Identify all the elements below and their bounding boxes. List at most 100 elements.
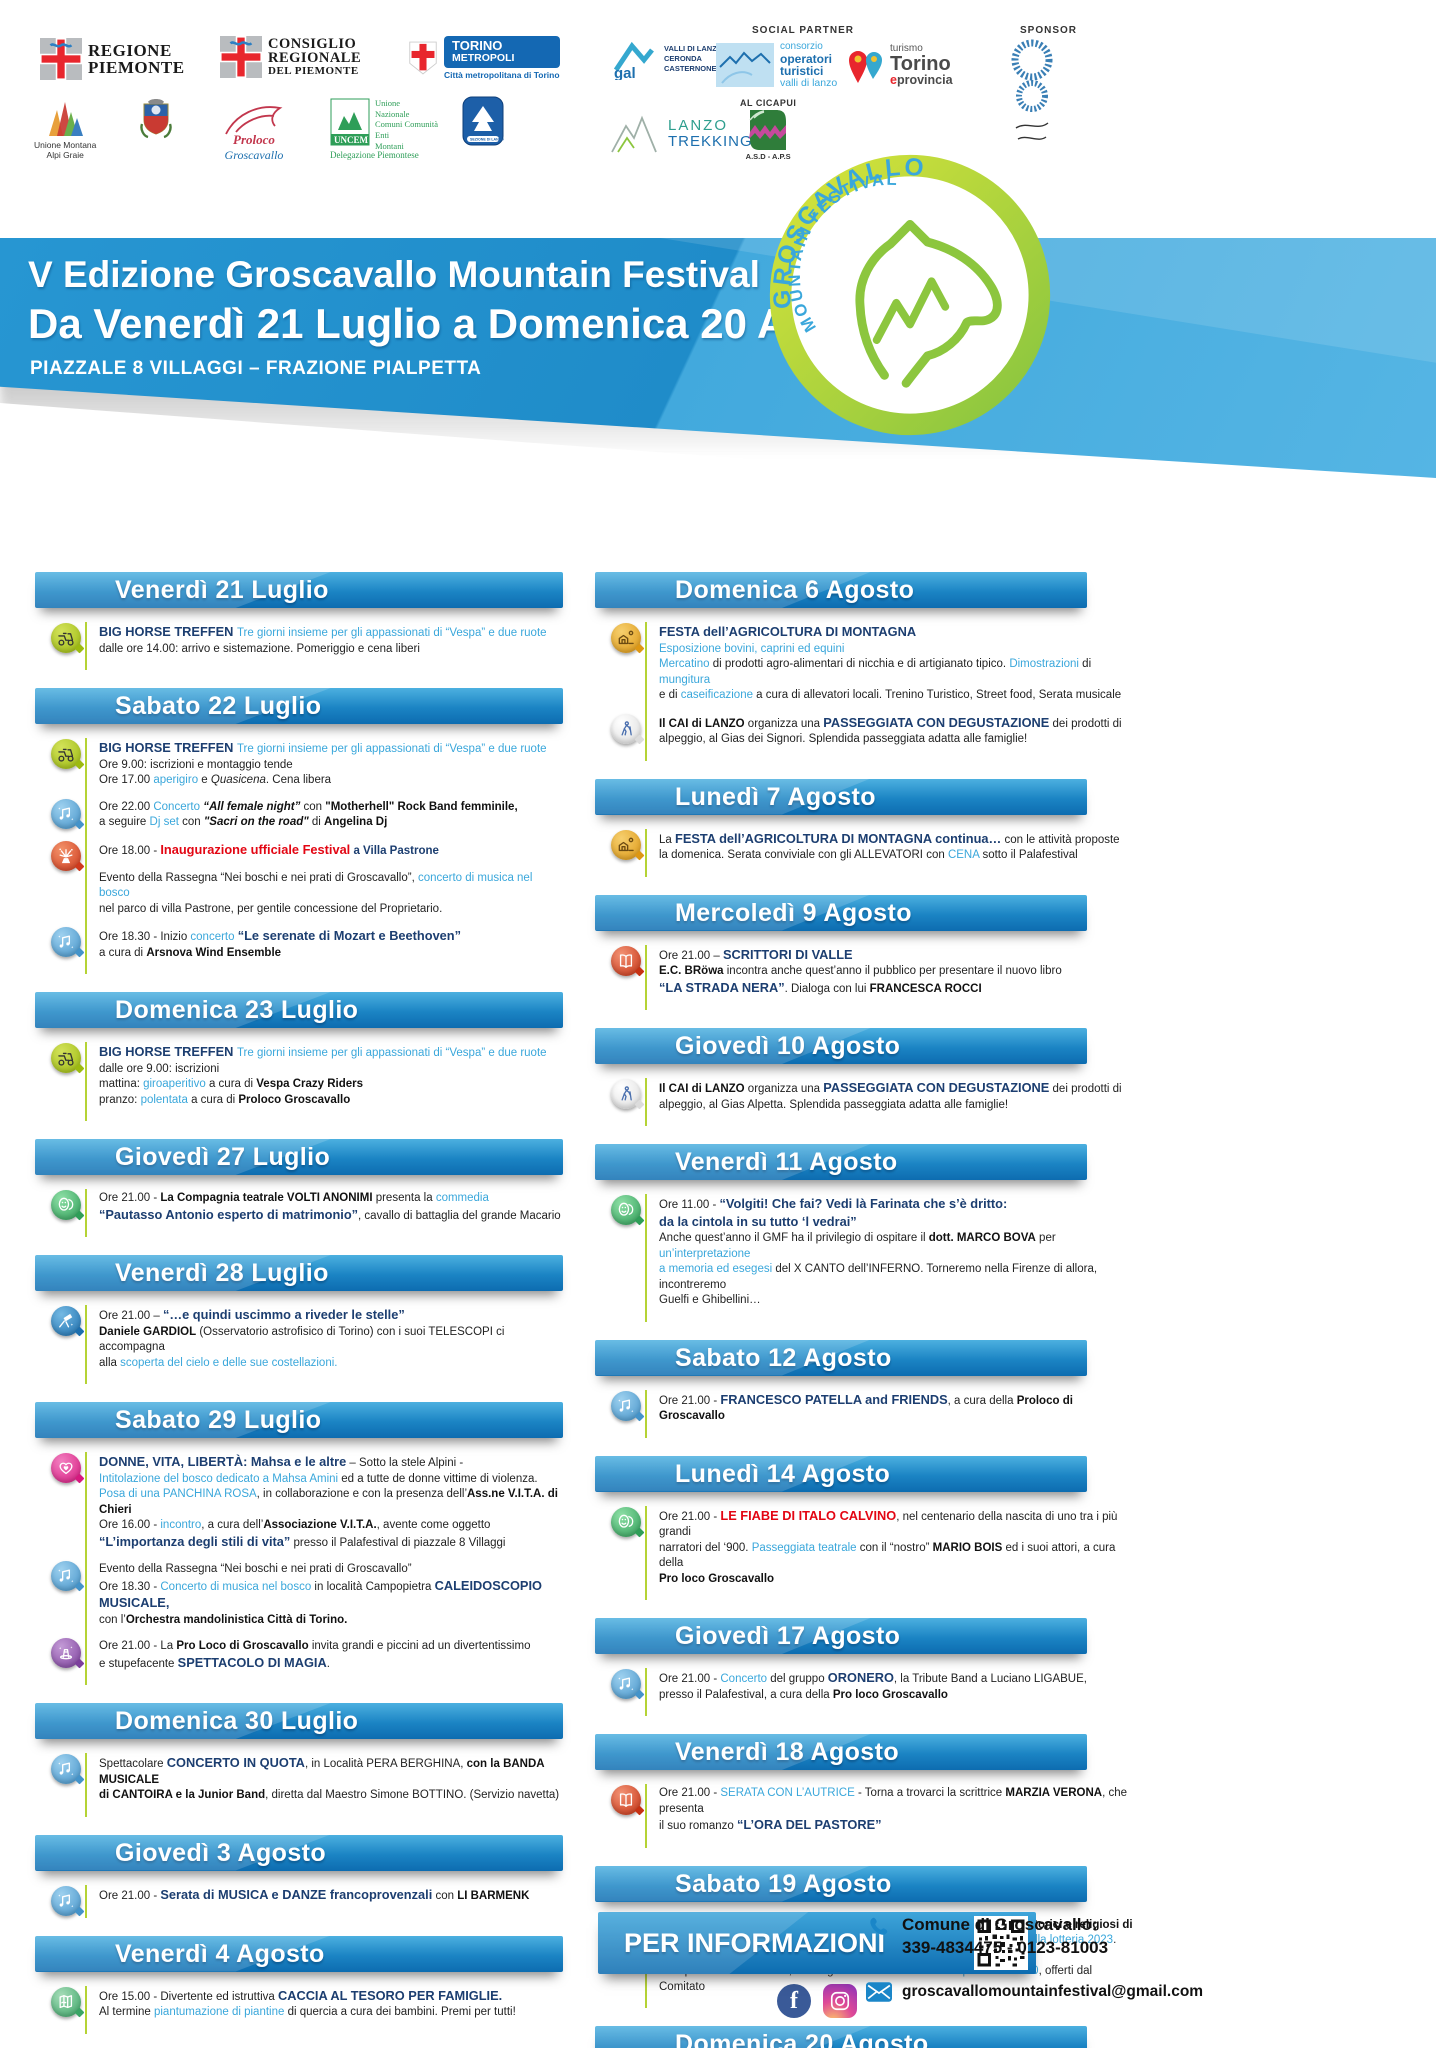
contact-email: groscavallomountainfestival@gmail.com — [902, 1982, 1204, 2000]
event-line: Ore 21.00 - La Pro Loco di Groscavallo i… — [99, 1639, 563, 1655]
farm-icon — [611, 829, 641, 860]
text-segment: pranzo: — [99, 1093, 141, 1106]
day-events: Ore 21.00 - LE FIABE DI ITALO CALVINO, n… — [611, 1505, 1135, 1600]
text-segment: dalle ore 9.00: iscrizioni — [99, 1062, 220, 1075]
text-segment: Tre giorni insieme per gli appassionati … — [236, 1047, 547, 1059]
music-icon — [51, 1885, 81, 1916]
event-line: e di caseificazione a cura di allevatori… — [659, 688, 1135, 704]
event-line: Ore 21.00 - SERATA CON L’AUTRICE - Torna… — [659, 1786, 1135, 1817]
text-segment: Ore 21.00 - — [659, 1787, 721, 1799]
text-segment: polentata — [140, 1093, 188, 1106]
partner-logo-al-cicapui: AL CICAPUI A.S.D - A.P.S — [740, 98, 797, 161]
text-segment: Evento della Rassegna “Nei boschi e nei … — [99, 871, 418, 884]
day-header-lunedi-7-agosto: Lunedì 7 Agosto — [595, 778, 1087, 815]
party-icon — [51, 840, 81, 871]
event-item: Ore 21.00 – “…e quindi uscimmo a riveder… — [51, 1306, 563, 1372]
text-segment: commedia — [435, 1192, 489, 1204]
text-segment: Esposizione bovini, caprini ed equini — [659, 642, 845, 655]
text-segment: il suo romanzo — [659, 1820, 737, 1832]
text-segment: PASSEGGIATA CON DEGUSTAZIONE — [823, 1080, 1050, 1095]
event-item: Ore 21.00 - SERATA CON L’AUTRICE - Torna… — [611, 1785, 1135, 1835]
text-segment: Intitolazione del bosco dedicato a Mahsa… — [99, 1472, 339, 1485]
text-segment: PASSEGGIATA CON DEGUSTAZIONE — [823, 714, 1050, 730]
text-segment: del X CANTO dell’INFERNO. Torneremo nell… — [659, 1263, 1098, 1291]
day-events: FESTA dell’AGRICOLTURA DI MONTAGNA Esposi… — [611, 622, 1135, 761]
day-header-sabato-12-agosto: Sabato 12 Agosto — [595, 1339, 1087, 1376]
music-icon — [611, 1669, 641, 1699]
text-segment: a cura di — [99, 946, 147, 959]
event-line: DONNE, VITA, LIBERTÀ: Mahsa e le altre –… — [99, 1454, 563, 1472]
text-segment: Daniele GARDIOL — [99, 1325, 197, 1338]
event-line: “LA STRADA NERA”. Dialoga con lui FRANCE… — [659, 980, 1135, 998]
event-line: BIG HORSE TREFFEN Tre giorni insieme per… — [99, 740, 563, 758]
partner-logo-proloco-groscavallo: Proloco Groscavallo — [218, 98, 290, 163]
day-events: BIG HORSE TREFFEN Tre giorni insieme per… — [51, 738, 563, 974]
text-segment: CALEIDOSCOPIO MUSICALE, — [99, 1577, 542, 1611]
event-line: alla scoperta del cielo e delle sue cost… — [99, 1356, 563, 1372]
event-line: BIG HORSE TREFFEN Tre giorni insieme per… — [99, 1044, 563, 1062]
text-segment: "Sacri on the road" — [203, 816, 309, 828]
text-segment: – Sotto la stele Alpini - — [346, 1457, 464, 1469]
event-item: Il CAI di LANZO organizza una PASSEGGIAT… — [611, 1079, 1135, 1113]
text-segment: nel parco di villa Pastrone, per gentile… — [99, 902, 443, 915]
event-line: mattina: giroaperitivo a cura di Vespa C… — [99, 1077, 563, 1093]
text-segment: presso il Palafestival, a cura della — [659, 1688, 833, 1701]
event-line: nel parco di villa Pastrone, per gentile… — [99, 902, 563, 918]
event-item: Ore 11.00 - “Volgiti! Che fai? Vedi là F… — [611, 1195, 1135, 1309]
day-title: Lunedì 7 Agosto — [675, 782, 876, 811]
day-title: Sabato 29 Luglio — [115, 1406, 322, 1434]
day-header-domenica-30-luglio: Domenica 30 Luglio — [35, 1703, 563, 1739]
partner-logo-lanzo-trekking: LANZO TREKKING — [608, 110, 753, 158]
event-line: Pro loco Groscavallo — [659, 1572, 1135, 1588]
event-line: presso il Palafestival, a cura della Pro… — [659, 1688, 1135, 1704]
text-segment: del gruppo — [767, 1673, 828, 1685]
text-segment: Pro loco Groscavallo — [659, 1572, 775, 1585]
schedule-column-right: Domenica 6 Agosto FESTA dell’AGRICOLTURA … — [595, 558, 1135, 2048]
text-segment: ed a tutte de donne vittime di violenza. — [338, 1472, 538, 1485]
text-segment: “LA STRADA NERA” — [659, 979, 785, 995]
day-title: Giovedì 17 Agosto — [675, 1622, 901, 1650]
day-title: Giovedì 27 Luglio — [115, 1143, 331, 1171]
day-header-lunedi-14-agosto: Lunedì 14 Agosto — [595, 1455, 1087, 1492]
event-item: Ore 21.00 - La Compagnia teatrale VOLTI … — [51, 1190, 563, 1224]
day-title: Sabato 19 Agosto — [675, 1869, 892, 1898]
day-header-domenica-6-agosto: Domenica 6 Agosto — [595, 572, 1087, 608]
text-segment: Guelfi e Ghibellini… — [659, 1294, 761, 1306]
instagram-icon[interactable] — [823, 1984, 857, 2018]
event-line: Ore 17.00 aperigiro e Quasicena. Cena li… — [99, 773, 563, 789]
day-title: Giovedì 10 Agosto — [675, 1032, 901, 1060]
event-line: con l’Orchestra mandolinistica Città di … — [99, 1613, 563, 1629]
facebook-icon[interactable]: f — [777, 1984, 811, 2018]
event-item: Ore 21.00 – SCRITTORI DI VALLE E.C. BRöwa… — [611, 945, 1135, 998]
day-events: Ore 21.00 - FRANCESCO PATELLA and FRIEND… — [611, 1389, 1135, 1438]
text-segment: dei prodotti di — [1049, 717, 1122, 730]
event-line: dalle ore 14.00: arrivo e sistemazione. … — [99, 642, 563, 658]
event-line: a seguire Dj set con "Sacri on the road"… — [99, 815, 563, 831]
text-segment: Ore 21.00 - — [99, 1192, 161, 1204]
qr-code[interactable] — [974, 1916, 1028, 1970]
text-segment: a memoria ed esegesi — [659, 1263, 773, 1275]
text-segment: organizza una — [744, 1083, 824, 1095]
partner-logo-consiglio-regionale: CONSIGLIO REGIONALE DEL PIEMONTE — [220, 36, 361, 78]
day-title: Domenica 20 Agosto — [675, 2030, 929, 2048]
text-segment: organizza una — [744, 717, 824, 730]
music-icon — [51, 1561, 81, 1591]
text-segment: alpeggio, al Gias Alpetta. Splendida pas… — [659, 1098, 1009, 1111]
book-icon — [611, 1785, 641, 1815]
event-line: il suo romanzo “L’ORA DEL PASTORE” — [659, 1817, 1135, 1835]
text-segment: dott. MARCO BOVA — [928, 1232, 1036, 1244]
event-item: Ore 22.00 Concerto “All female night” co… — [51, 798, 563, 831]
text-segment: , in Località PERA BERGHINA, — [304, 1758, 467, 1770]
text-segment: di CANTOIRA e la Junior Band — [99, 1789, 266, 1801]
event-line: Ore 18.00 - Inaugurazione ufficiale Fest… — [99, 842, 563, 860]
event-item: Il CAI di LANZO organizza una PASSEGGIAT… — [611, 713, 1135, 748]
event-item: La FESTA dell’AGRICOLTURA DI MONTAGNA co… — [611, 829, 1135, 864]
text-segment: a cura di — [205, 1078, 257, 1090]
day-events: Ore 21.00 – SCRITTORI DI VALLE E.C. BRöwa… — [611, 944, 1135, 1010]
event-line: Ore 22.00 Concerto “All female night” co… — [99, 800, 563, 816]
text-segment: (Osservatorio astrofisico di Torino) con… — [99, 1325, 505, 1354]
text-segment: la domenica. Serata conviviale con gli A… — [659, 849, 948, 861]
text-segment: a seguire — [99, 816, 150, 828]
event-line: Ore 11.00 - “Volgiti! Che fai? Vedi là F… — [659, 1196, 1135, 1214]
event-line: di CANTOIRA e la Junior Band, diretta da… — [99, 1788, 563, 1804]
